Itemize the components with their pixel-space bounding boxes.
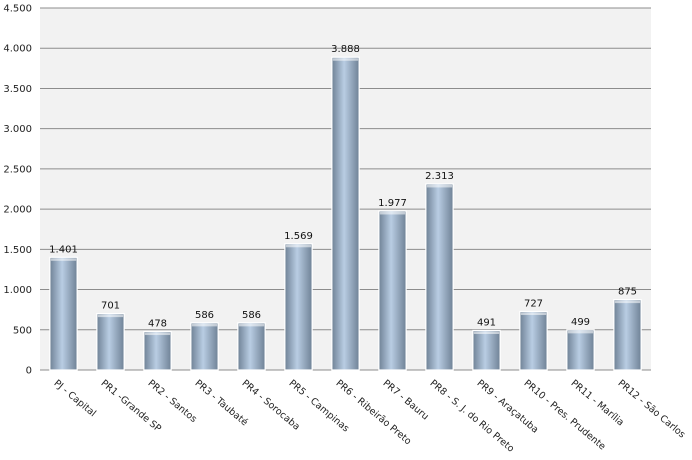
y-tick-label: 2.000 [3, 205, 32, 216]
x-category-label: PR7 - Bauru [381, 378, 431, 423]
bar-highlight [567, 330, 594, 334]
data-label: 875 [618, 287, 637, 298]
data-label: 499 [571, 317, 590, 328]
bar [613, 299, 642, 371]
data-label: 2.313 [425, 171, 454, 182]
bar [284, 243, 313, 371]
data-label: 1.569 [284, 231, 313, 242]
bar-highlight [614, 300, 641, 304]
data-label: 727 [524, 299, 543, 310]
bar [331, 56, 360, 371]
bar [425, 183, 454, 371]
data-label: 586 [195, 310, 214, 321]
data-label: 1.401 [49, 244, 78, 255]
bar-highlight [520, 312, 547, 316]
bar-highlight [285, 244, 312, 248]
bar-highlight [97, 314, 124, 318]
y-axis-tick-labels: 0 500 1.000 1.500 2.000 2.500 3.000 3.500 4.000 4… [3, 4, 32, 377]
bar-highlight [332, 58, 359, 61]
y-tick-label: 2.500 [3, 164, 32, 175]
data-label: 478 [148, 319, 167, 330]
y-tick-label: 0 [26, 366, 32, 377]
x-category-label: PR10 - Pres. Prudente [522, 378, 608, 453]
y-tick-label: 500 [13, 325, 32, 336]
bar [49, 256, 78, 371]
bar [96, 313, 125, 371]
y-tick-label: 3.500 [3, 84, 32, 95]
bar-highlight [191, 323, 218, 327]
bar-highlight [379, 211, 406, 215]
bar-highlight [50, 258, 77, 261]
bar [143, 330, 172, 371]
bar-highlight [238, 323, 265, 327]
y-tick-label: 1.500 [3, 245, 32, 256]
data-label: 3.888 [331, 44, 360, 55]
y-tick-label: 3.000 [3, 124, 32, 135]
bar [190, 322, 219, 371]
bar-highlight [473, 331, 500, 335]
data-label: 491 [477, 318, 496, 329]
bar-highlight [426, 184, 453, 188]
bar [519, 310, 548, 371]
x-category-label: PR12 - São Carlos [616, 378, 688, 441]
y-tick-label: 4.000 [3, 44, 32, 55]
bar [237, 322, 266, 371]
bar [472, 329, 501, 371]
data-label: 701 [101, 301, 120, 312]
x-category-label: PR8 - S. J. do Rio Preto [428, 378, 517, 455]
bars [49, 56, 642, 371]
data-label: 586 [242, 310, 261, 321]
bar [566, 329, 595, 371]
y-tick-label: 4.500 [3, 4, 32, 15]
bar [378, 210, 407, 371]
data-labels: 1.401 701 478 586 586 1.569 3.888 1.977 2.313 491… [49, 44, 637, 329]
bar-highlight [144, 332, 171, 336]
data-label: 1.977 [378, 198, 407, 209]
x-category-label: PJ - Capital [52, 378, 98, 419]
y-tick-label: 1.000 [3, 285, 32, 296]
